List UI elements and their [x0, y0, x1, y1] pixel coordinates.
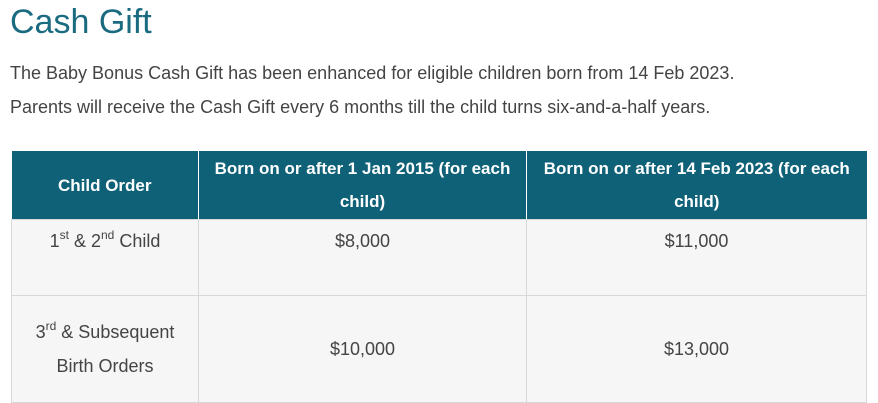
page-title: Cash Gift: [10, 3, 152, 41]
cash-gift-table: Child Order Born on or after 1 Jan 2015 …: [11, 151, 867, 403]
intro-line-2: Parents will receive the Cash Gift every…: [10, 97, 711, 117]
intro-line-1: The Baby Bonus Cash Gift has been enhanc…: [10, 63, 735, 83]
intro-text: The Baby Bonus Cash Gift has been enhanc…: [10, 56, 870, 124]
header-child-order: Child Order: [11, 151, 199, 220]
table-header-row: Child Order Born on or after 1 Jan 2015 …: [11, 151, 867, 220]
child-order-cell: 1st & 2nd Child: [11, 219, 199, 296]
header-born-2015: Born on or after 1 Jan 2015 (for each ch…: [198, 151, 527, 220]
table-row: 1st & 2nd Child $8,000 $11,000: [11, 219, 867, 296]
amount-2015-cell: $10,000: [198, 295, 527, 403]
child-order-cell: 3rd & Subsequent Birth Orders: [11, 295, 199, 403]
amount-2015-cell: $8,000: [198, 219, 527, 296]
amount-2023-cell: $13,000: [526, 295, 867, 403]
header-born-2023: Born on or after 14 Feb 2023 (for each c…: [526, 151, 867, 220]
amount-2023-cell: $11,000: [526, 219, 867, 296]
table-row: 3rd & Subsequent Birth Orders $10,000 $1…: [11, 295, 867, 403]
